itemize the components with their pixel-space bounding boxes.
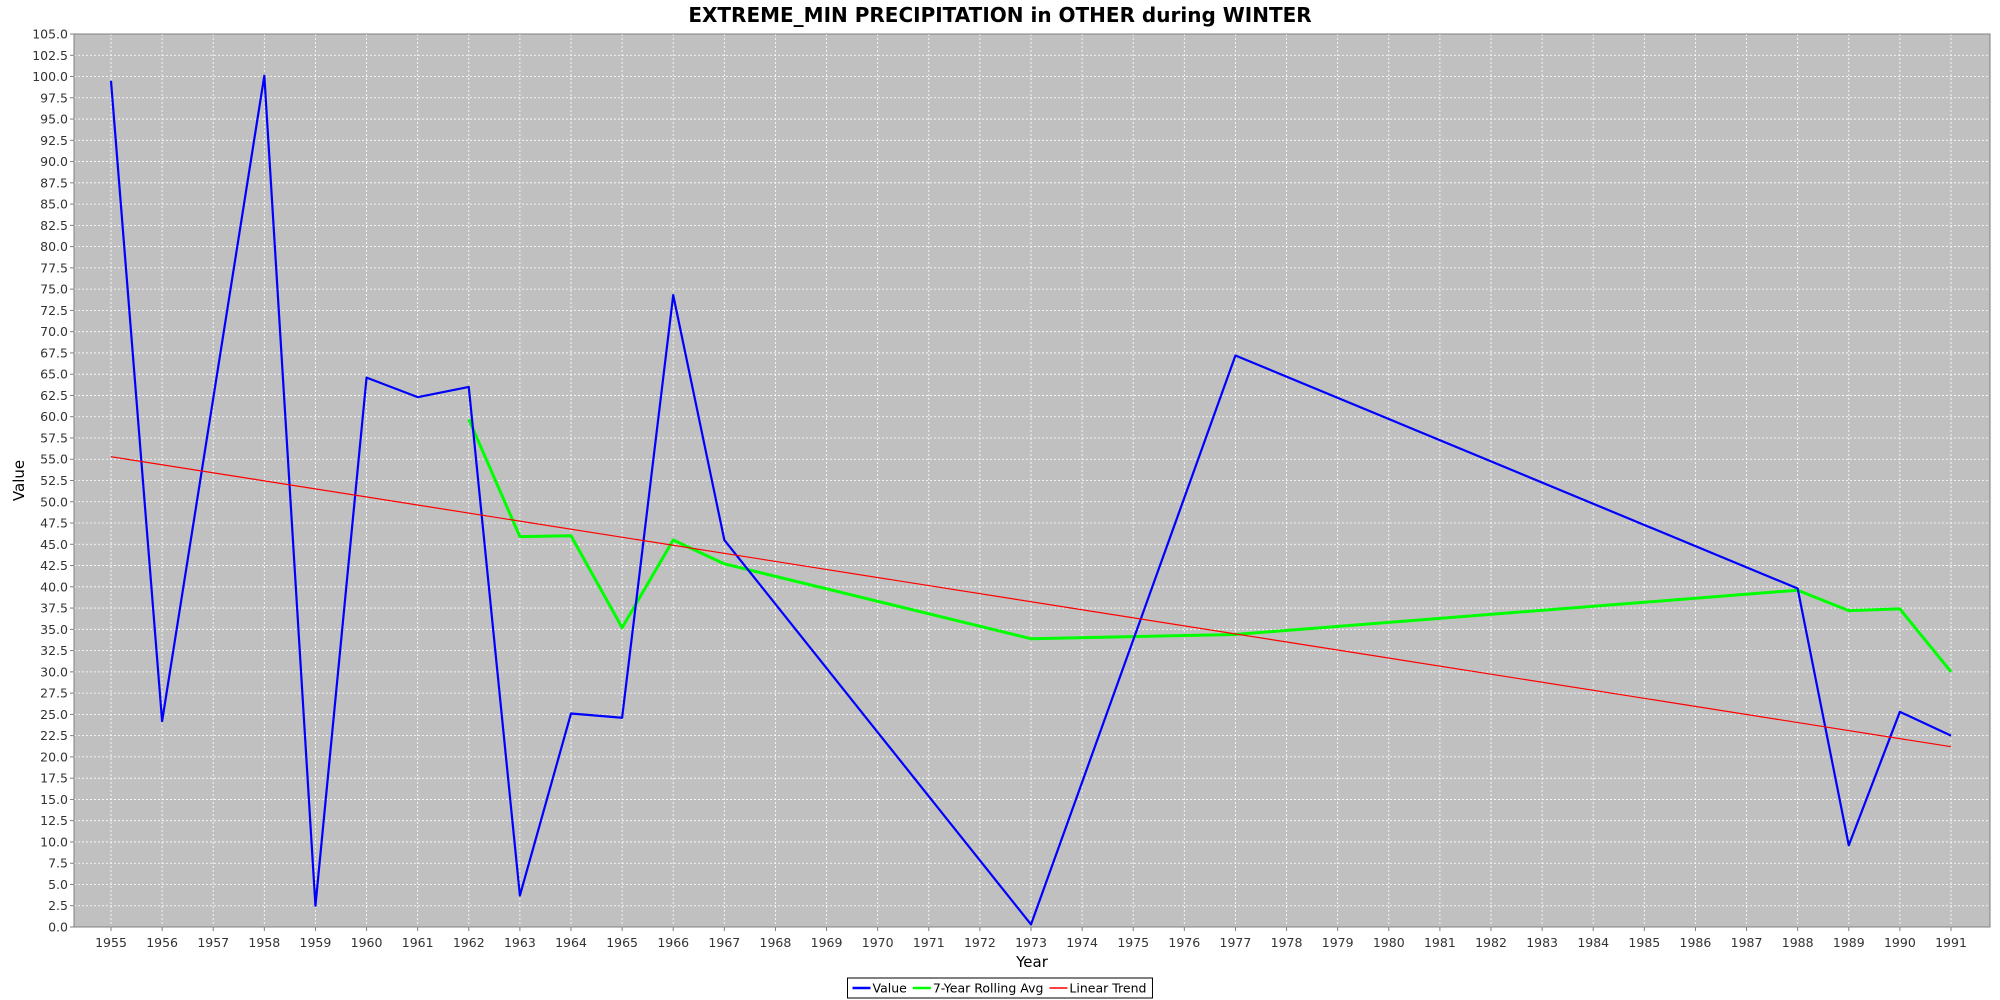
y-tick-label: 77.5: [40, 260, 68, 275]
x-axis-label: Year: [1015, 953, 1049, 971]
x-tick-label: 1968: [760, 935, 792, 950]
y-tick-label: 55.0: [40, 452, 68, 467]
y-tick-label: 47.5: [40, 516, 68, 531]
x-tick-label: 1975: [1117, 935, 1149, 950]
y-tick-label: 80.0: [40, 239, 68, 254]
y-tick-label: 10.0: [40, 834, 68, 849]
y-tick-label: 7.5: [48, 856, 68, 871]
y-tick-label: 37.5: [40, 601, 68, 616]
x-tick-label: 1979: [1322, 935, 1354, 950]
x-tick-label: 1981: [1424, 935, 1456, 950]
y-tick-label: 90.0: [40, 154, 68, 169]
legend-label: Value: [873, 981, 908, 996]
y-tick-label: 67.5: [40, 345, 68, 360]
y-tick-label: 60.0: [40, 409, 68, 424]
y-tick-label: 32.5: [40, 643, 68, 658]
x-tick-label: 1955: [95, 935, 127, 950]
x-tick-label: 1982: [1475, 935, 1507, 950]
x-tick-label: 1967: [708, 935, 740, 950]
y-tick-label: 17.5: [40, 771, 68, 786]
x-tick-label: 1989: [1833, 935, 1865, 950]
x-tick-label: 1962: [453, 935, 485, 950]
x-tick-label: 1990: [1884, 935, 1916, 950]
y-tick-label: 72.5: [40, 303, 68, 318]
chart-title: EXTREME_MIN PRECIPITATION in OTHER durin…: [688, 3, 1311, 27]
x-tick-label: 1972: [964, 935, 996, 950]
legend-label: Linear Trend: [1069, 981, 1146, 996]
x-tick-label: 1991: [1935, 935, 1967, 950]
y-tick-label: 100.0: [32, 69, 68, 84]
x-tick-label: 1987: [1731, 935, 1763, 950]
y-tick-label: 30.0: [40, 664, 68, 679]
y-tick-label: 97.5: [40, 90, 68, 105]
x-tick-label: 1977: [1220, 935, 1252, 950]
x-tick-label: 1963: [504, 935, 536, 950]
y-tick-label: 50.0: [40, 494, 68, 509]
y-tick-label: 15.0: [40, 792, 68, 807]
x-tick-label: 1973: [1015, 935, 1047, 950]
x-tick-label: 1988: [1782, 935, 1814, 950]
y-axis-label: Value: [10, 460, 28, 501]
y-tick-label: 52.5: [40, 473, 68, 488]
legend: Value 7-Year Rolling Avg Linear Trend: [847, 977, 1153, 999]
y-tick-label: 82.5: [40, 218, 68, 233]
x-tick-label: 1965: [606, 935, 638, 950]
x-axis: 1955 1956 1957 1958 1959 1960 1961 1962 1963 1964…: [95, 927, 1967, 950]
x-tick-label: 1974: [1066, 935, 1098, 950]
y-tick-label: 5.0: [48, 877, 68, 892]
x-tick-label: 1966: [657, 935, 689, 950]
x-tick-label: 1983: [1526, 935, 1558, 950]
x-tick-label: 1978: [1271, 935, 1303, 950]
y-tick-label: 62.5: [40, 388, 68, 403]
grid: [74, 33, 1990, 928]
x-tick-label: 1960: [351, 935, 383, 950]
y-tick-label: 92.5: [40, 133, 68, 148]
series-line-linear-trend: [110, 456, 1952, 748]
y-tick-label: 87.5: [40, 175, 68, 190]
x-tick-label: 1956: [146, 935, 178, 950]
y-tick-label: 12.5: [40, 813, 68, 828]
x-tick-label: 1971: [913, 935, 945, 950]
series-layer: [109, 74, 1953, 926]
x-tick-label: 1985: [1628, 935, 1660, 950]
y-tick-label: 102.5: [32, 48, 68, 63]
x-tick-label: 1961: [402, 935, 434, 950]
y-tick-label: 75.0: [40, 282, 68, 297]
x-tick-label: 1986: [1680, 935, 1712, 950]
x-tick-label: 1976: [1168, 935, 1200, 950]
y-tick-label: 105.0: [32, 27, 68, 42]
x-tick-label: 1958: [248, 935, 280, 950]
legend-label: 7-Year Rolling Avg: [933, 981, 1044, 996]
y-tick-label: 65.0: [40, 367, 68, 382]
y-axis: 0.0 2.5 5.0 7.5 10.0 12.5 15.0 17.5 20.0 22.5 25.0…: [32, 27, 74, 935]
y-tick-label: 25.0: [40, 707, 68, 722]
x-tick-label: 1959: [300, 935, 332, 950]
y-tick-label: 35.0: [40, 622, 68, 637]
x-tick-label: 1957: [197, 935, 229, 950]
x-tick-label: 1970: [862, 935, 894, 950]
y-tick-label: 27.5: [40, 686, 68, 701]
y-tick-label: 70.0: [40, 324, 68, 339]
x-tick-label: 1980: [1373, 935, 1405, 950]
x-tick-label: 1964: [555, 935, 587, 950]
x-tick-label: 1969: [811, 935, 843, 950]
series-line-7-year-rolling-avg: [467, 418, 1953, 673]
y-tick-label: 0.0: [48, 920, 68, 935]
legend-box: [847, 977, 1153, 999]
y-tick-label: 57.5: [40, 430, 68, 445]
y-tick-label: 20.0: [40, 749, 68, 764]
y-tick-label: 95.0: [40, 112, 68, 127]
y-tick-label: 85.0: [40, 197, 68, 212]
y-tick-label: 22.5: [40, 728, 68, 743]
x-tick-label: 1984: [1577, 935, 1609, 950]
y-tick-label: 40.0: [40, 579, 68, 594]
y-tick-label: 45.0: [40, 537, 68, 552]
y-tick-label: 42.5: [40, 558, 68, 573]
y-tick-label: 2.5: [48, 898, 68, 913]
series-line-value: [109, 74, 1952, 926]
